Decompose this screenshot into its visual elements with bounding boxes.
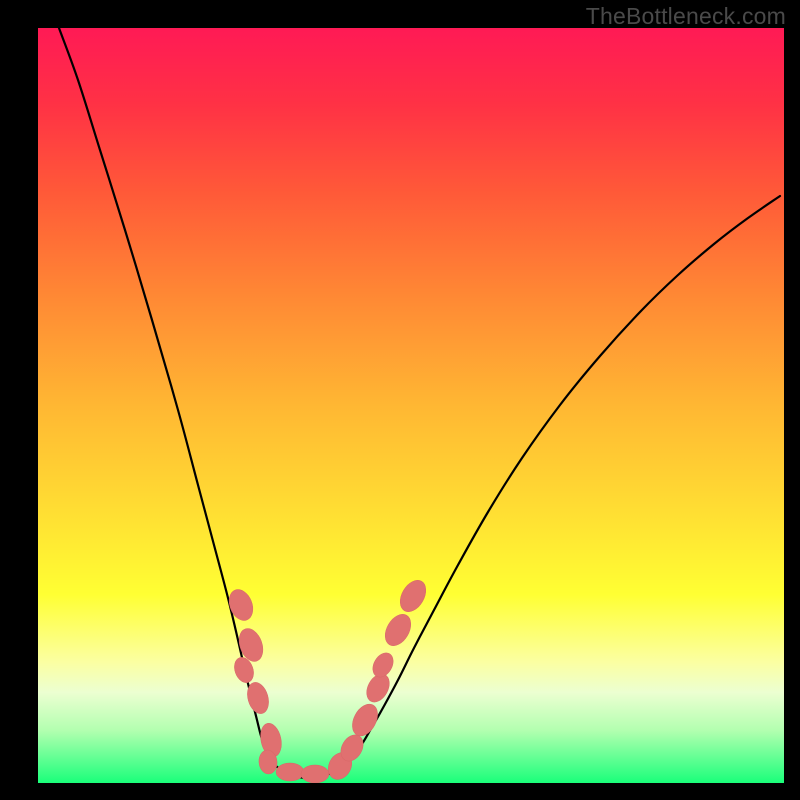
marker-blob <box>301 765 329 783</box>
marker-blob <box>347 700 382 740</box>
marker-blob <box>395 576 431 616</box>
marker-blob <box>225 586 257 624</box>
marker-blob <box>276 763 304 781</box>
blob-group <box>225 576 431 783</box>
bottleneck-curve <box>59 28 780 778</box>
curve-overlay <box>38 28 784 783</box>
chart-container: TheBottleneck.com <box>0 0 800 800</box>
marker-blob <box>380 610 416 650</box>
marker-blob <box>369 649 398 681</box>
plot-area <box>38 28 784 783</box>
watermark-text: TheBottleneck.com <box>586 3 786 30</box>
